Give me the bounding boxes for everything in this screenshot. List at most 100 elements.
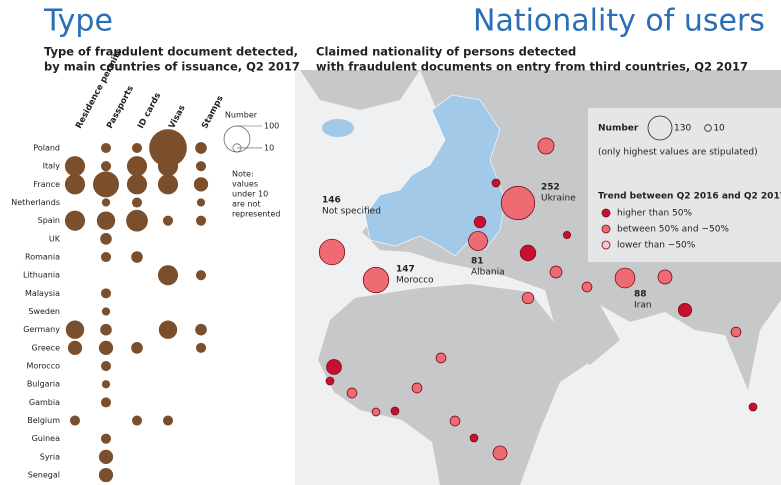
legend-swatch [601, 208, 611, 218]
row-label: Belgium [27, 416, 60, 425]
map-bubble [657, 269, 673, 285]
size-legend-label: 100 [264, 122, 279, 131]
map-bubble [748, 402, 758, 412]
map-bubble [519, 244, 537, 262]
map-bubble [390, 406, 400, 416]
size-legend-title: Number [598, 124, 639, 134]
point-value: 81 [471, 257, 484, 267]
map-bubble [473, 215, 487, 229]
point-value: 146 [322, 196, 341, 206]
map-bubble [521, 291, 535, 305]
map-bubble [562, 230, 572, 240]
subtitle: by main countries of issuance, Q2 2017 [44, 60, 300, 74]
point-name: Not specified [322, 207, 381, 217]
subtitle: Type of fraudulent document detected, [44, 45, 298, 59]
row-label: Syria [40, 452, 60, 461]
bubble [149, 129, 187, 167]
bubble [195, 342, 207, 353]
legend-label: lower than −50% [617, 241, 696, 251]
bubble [131, 342, 143, 354]
column-label: Stamps [200, 94, 226, 130]
map-bubble [346, 387, 358, 399]
point-name: Iran [634, 301, 652, 311]
row-label: Malaysia [25, 289, 60, 298]
bubble [64, 174, 86, 195]
map-bubble [318, 238, 346, 266]
row-label: Bulgaria [27, 380, 60, 389]
bubble [101, 307, 111, 316]
bubble [157, 265, 179, 286]
size-legend-label: 10 [264, 143, 274, 152]
map-bubble [371, 407, 381, 417]
bubble [69, 415, 81, 426]
title: Type [43, 4, 113, 39]
point-value: 252 [541, 183, 560, 193]
bubble [131, 142, 143, 154]
bubble [162, 415, 174, 426]
point-name: Morocco [396, 276, 434, 286]
map-bubble [500, 185, 536, 221]
legend-swatch [601, 240, 611, 250]
map-bubble [614, 267, 636, 289]
bubble [157, 156, 179, 177]
bubble [100, 361, 112, 372]
map-bubble [449, 415, 461, 427]
row-label: Italy [43, 162, 61, 171]
map-bubble [537, 137, 555, 155]
map-bubble [325, 376, 335, 386]
note: represented [232, 210, 280, 219]
bubble [195, 161, 207, 172]
map-bubble [435, 352, 447, 364]
bubble [67, 340, 83, 355]
bubble [98, 340, 114, 355]
note: are not [232, 200, 261, 209]
bubble [131, 415, 143, 426]
bubble [100, 397, 112, 408]
map-bubble [677, 302, 693, 318]
legend-label: higher than 50% [617, 209, 692, 219]
subtitle: with fraudulent documents on entry from … [316, 60, 748, 74]
size-legend-circle [647, 115, 673, 141]
size-legend-circle [704, 124, 712, 132]
size-legend-label: 130 [674, 124, 691, 134]
row-label: Sweden [28, 307, 60, 316]
map-bubble [491, 178, 501, 188]
row-label: Morocco [27, 362, 61, 371]
bubble [196, 198, 206, 207]
bubble [98, 449, 114, 465]
bubble [100, 323, 112, 336]
column-label: Visas [167, 104, 188, 131]
land [300, 70, 420, 110]
row-label: Lithuania [23, 271, 60, 280]
map-bubble [468, 231, 488, 251]
eu-land [364, 94, 506, 257]
bubble [195, 323, 207, 336]
bubble [126, 209, 148, 232]
bubble [100, 142, 112, 154]
note: Note: [232, 170, 254, 179]
bubble [101, 380, 111, 389]
legend-swatch [601, 224, 611, 234]
bubble [65, 320, 85, 339]
row-label: Guinea [32, 434, 60, 443]
title: Nationality of users [473, 4, 765, 39]
map-bubble [581, 281, 593, 293]
bubble [195, 270, 207, 281]
bubble [131, 251, 143, 263]
column-label: Passports [105, 84, 136, 130]
bubble [96, 211, 116, 230]
bubble [100, 288, 112, 299]
size-legend-label: 10 [713, 124, 725, 134]
point-name: Ukraine [541, 194, 576, 204]
note: values [232, 180, 258, 189]
bubble [157, 174, 179, 195]
legend-title: Trend between Q2 2016 and Q2 2017: [598, 192, 781, 202]
map-bubble [549, 265, 563, 279]
column-label: ID cards [136, 91, 163, 130]
bubble [162, 215, 174, 226]
bubble [64, 156, 86, 177]
row-label: Gambia [29, 398, 60, 407]
bubble [100, 251, 112, 263]
bubble [93, 171, 119, 198]
